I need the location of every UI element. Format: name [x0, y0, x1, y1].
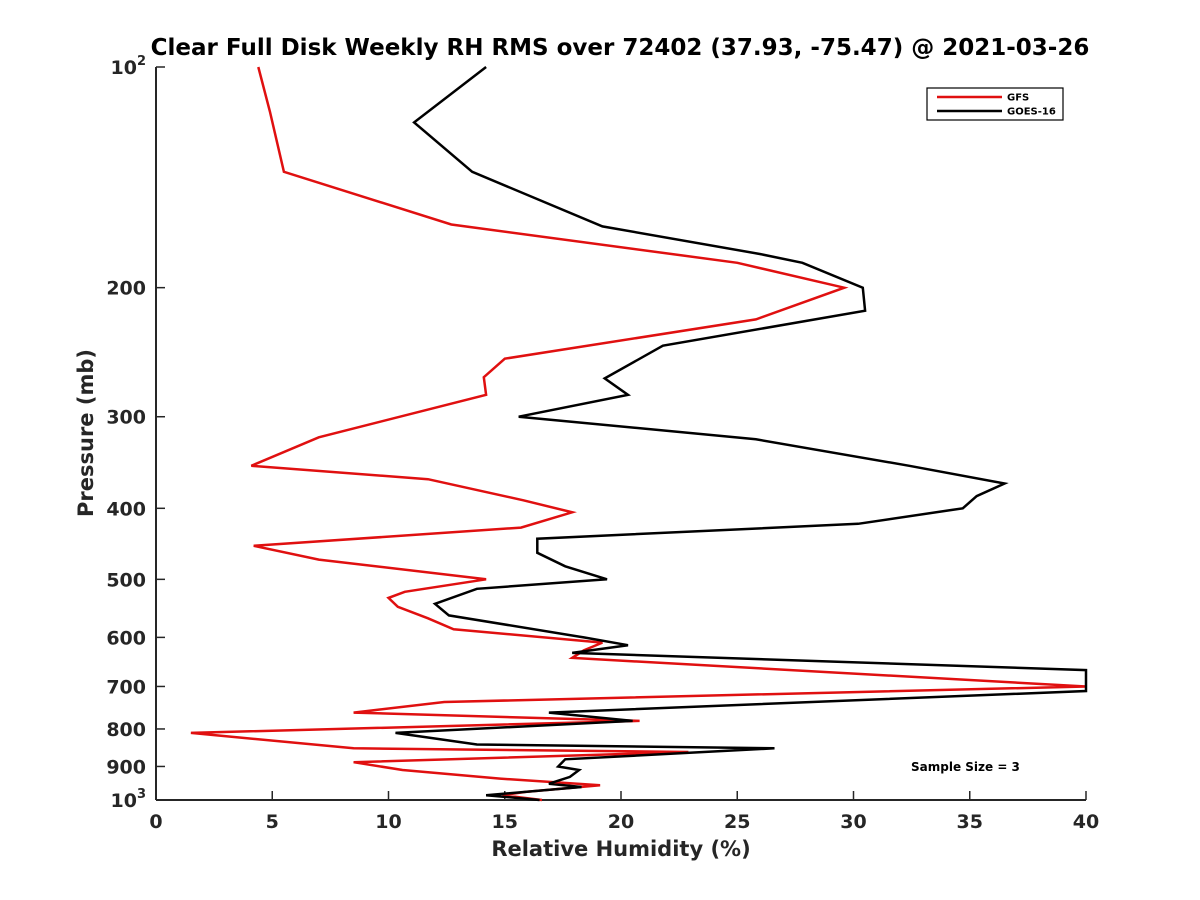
y-tick-label: 600 — [106, 627, 146, 649]
legend-box — [926, 87, 1064, 121]
legend-label-goes-16: GOES-16 — [1007, 107, 1056, 118]
chart-title: Clear Full Disk Weekly RH RMS over 72402… — [151, 35, 1090, 61]
legend-label-gfs: GFS — [1007, 93, 1029, 104]
x-axis-label: Relative Humidity (%) — [491, 837, 750, 861]
legend: GFS GOES-16 — [926, 87, 1064, 121]
y-tick-label: 200 — [106, 278, 146, 300]
x-tick-label: 35 — [957, 811, 983, 833]
y-tick-label: 500 — [106, 569, 146, 591]
x-tick-label: 25 — [724, 811, 750, 833]
axis-ticks: 0 5 10 15 20 25 30 35 40 102 200 300 400 500 600 700 800… — [106, 54, 1099, 833]
x-tick-label: 40 — [1073, 811, 1099, 833]
x-tick-label: 0 — [149, 811, 162, 833]
x-tick-label: 20 — [608, 811, 634, 833]
y-tick-label: 900 — [106, 756, 146, 778]
y-tick-label: 102 — [111, 54, 147, 79]
y-tick-label: 103 — [111, 787, 147, 812]
y-axis-label: Pressure (mb) — [74, 349, 98, 517]
x-tick-label: 5 — [266, 811, 279, 833]
y-tick-label: 800 — [106, 719, 146, 741]
series-group — [155, 66, 1088, 802]
series-line-goes-16 — [395, 66, 1088, 802]
sample-size-annotation: Sample Size = 3 — [911, 760, 1020, 774]
y-tick-label: 300 — [106, 407, 146, 429]
x-tick-label: 10 — [375, 811, 401, 833]
series-line-gfs — [190, 66, 1087, 802]
x-tick-label: 30 — [840, 811, 866, 833]
x-tick-label: 15 — [492, 811, 518, 833]
y-tick-label: 400 — [106, 498, 146, 520]
y-tick-label: 700 — [106, 676, 146, 698]
